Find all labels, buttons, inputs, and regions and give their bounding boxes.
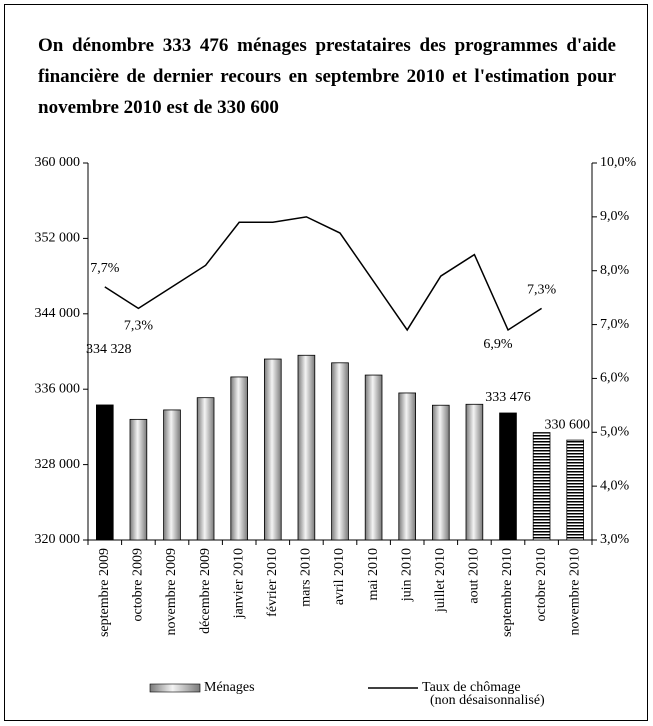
y-tick-label: 360 000: [35, 155, 81, 170]
frame: [4, 4, 648, 721]
legend-label: Taux de chômage (non désaisonnalisé): [422, 680, 545, 708]
bar: [566, 439, 584, 541]
y-tick-label: 352 000: [35, 231, 81, 246]
bar: [331, 362, 349, 541]
line-value-label: 7,7%: [90, 261, 120, 276]
y2-tick-label: 7,0%: [600, 317, 630, 332]
y-tick-label: 320 000: [35, 532, 81, 547]
y2-tick-label: 6,0%: [600, 371, 630, 386]
bar-value-label: 333 476: [485, 390, 531, 405]
bar-value-label: 334 328: [86, 342, 132, 357]
bar: [431, 404, 450, 541]
x-tick-label: mars 2010: [299, 548, 314, 607]
x-tick-label: octobre 2009: [131, 548, 146, 621]
x-tick-label: novembre 2009: [164, 548, 179, 635]
x-tick-label: avril 2010: [332, 548, 347, 605]
y-tick-label: 328 000: [35, 457, 81, 472]
line-value-label: 7,3%: [124, 319, 154, 334]
y2-tick-label: 9,0%: [600, 209, 630, 224]
bar: [364, 374, 383, 541]
x-tick-label: octobre 2010: [534, 548, 549, 621]
legend-label: Ménages: [204, 680, 255, 695]
x-tick-label: janvier 2010: [231, 548, 246, 619]
y2-tick-label: 4,0%: [600, 478, 630, 493]
y-tick-label: 336 000: [35, 381, 81, 396]
bar: [96, 404, 114, 541]
y2-tick-label: 3,0%: [600, 532, 630, 547]
x-tick-label: septembre 2010: [500, 548, 515, 637]
bar: [398, 392, 416, 541]
x-tick-label: mai 2010: [366, 548, 381, 601]
line: [104, 216, 543, 332]
x-tick-label: février 2010: [265, 548, 280, 617]
chart-title: On dénombre 333 476 ménages prestataires…: [38, 35, 616, 118]
y-tick-label: 344 000: [35, 306, 81, 321]
bar-value-label: 330 600: [544, 417, 590, 432]
bar: [297, 354, 316, 541]
x-tick-label: décembre 2009: [198, 548, 213, 634]
y2-tick-label: 5,0%: [600, 425, 630, 440]
line-value-label: 6,9%: [483, 337, 513, 352]
legend-swatch: [149, 683, 201, 693]
bar: [230, 376, 249, 541]
x-tick-label: septembre 2009: [97, 548, 112, 637]
bar: [129, 418, 148, 541]
bar: [163, 409, 181, 541]
y2-tick-label: 10,0%: [600, 155, 637, 170]
bar: [196, 397, 215, 541]
line-value-label: 7,3%: [527, 283, 557, 298]
bar: [263, 358, 282, 541]
bar: [532, 432, 551, 541]
x-tick-label: juin 2010: [399, 548, 414, 602]
x-tick-label: novembre 2010: [567, 548, 582, 635]
x-tick-label: aout 2010: [467, 548, 482, 604]
x-tick-label: juillet 2010: [433, 548, 448, 613]
bar: [465, 403, 484, 541]
y2-tick-label: 8,0%: [600, 263, 630, 278]
bar: [499, 412, 517, 541]
